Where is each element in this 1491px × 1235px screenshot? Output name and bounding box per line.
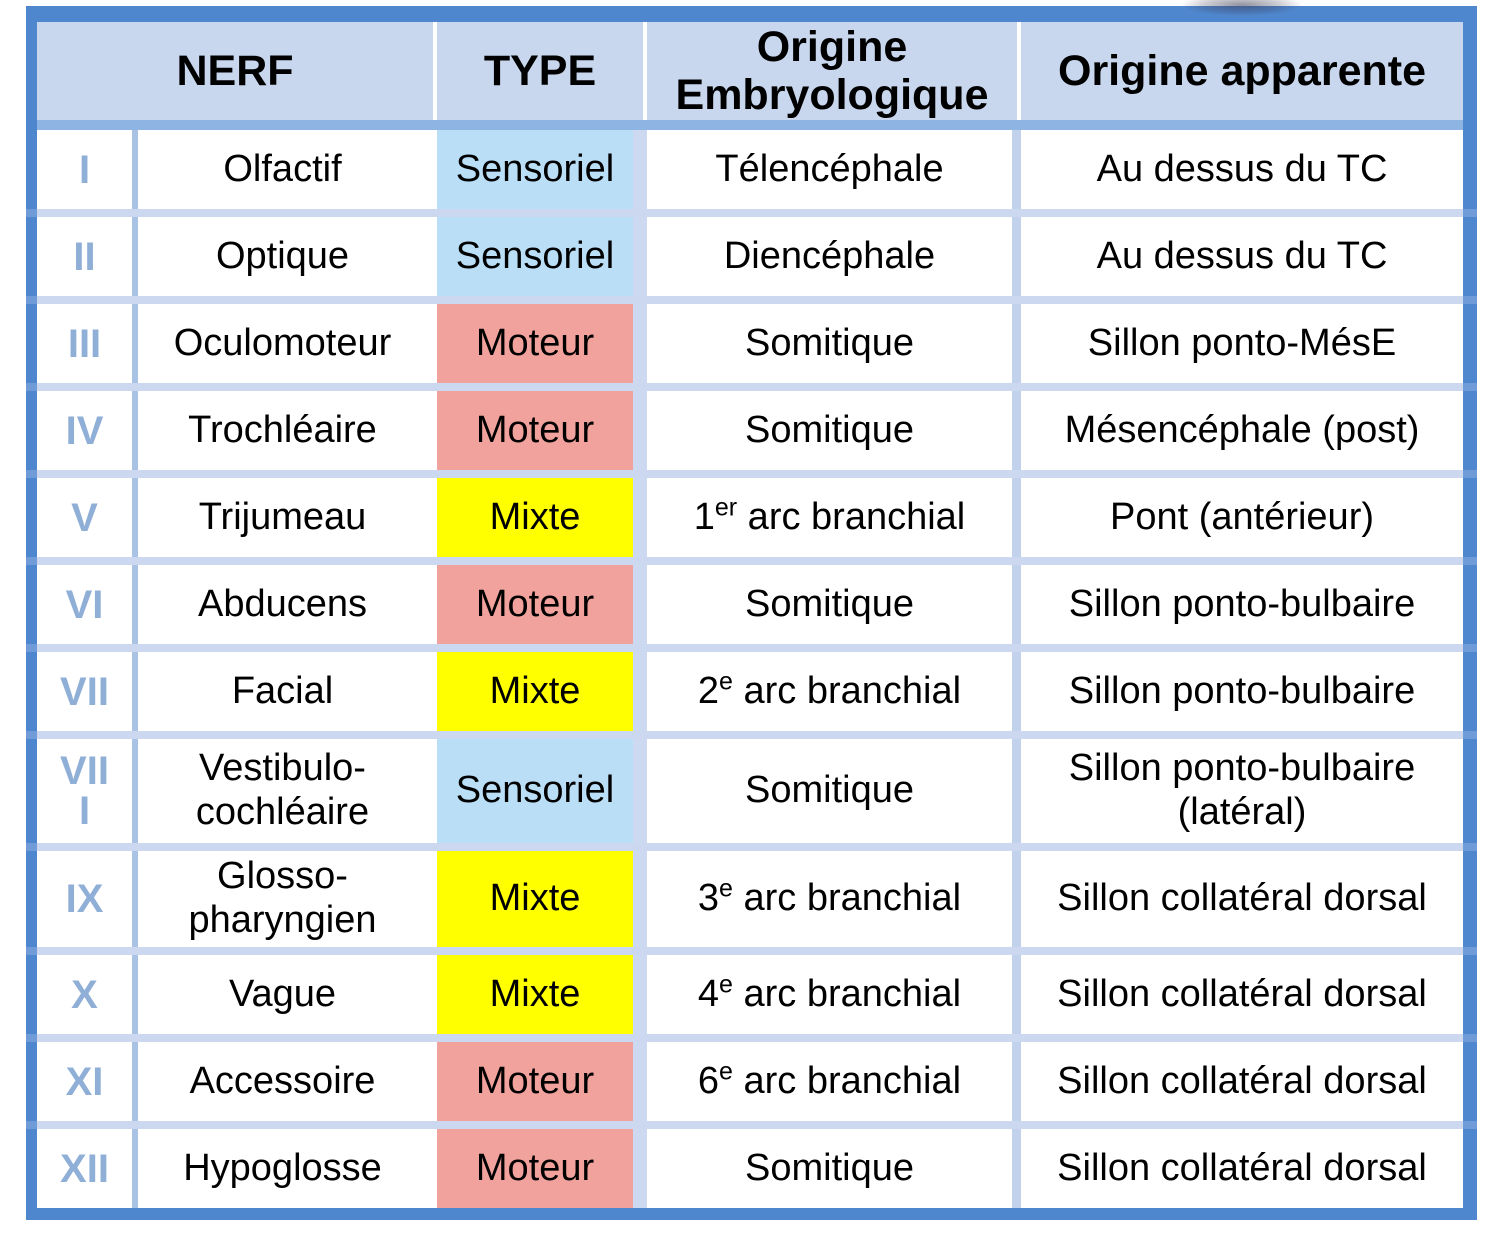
row-separator: [26, 644, 1477, 652]
cell-origine-apparente: Sillon ponto-bulbaire (latéral): [1021, 739, 1463, 843]
cell-origine-apparente: Pont (antérieur): [1021, 478, 1463, 557]
cell-type: Moteur: [437, 391, 647, 470]
column-header-origine-embryologique: Origine Embryologique: [647, 22, 1021, 120]
cell-nerf: Trijumeau: [138, 478, 437, 557]
cell-type: Moteur: [437, 1129, 647, 1208]
table-row: XI Accessoire Moteur 6e arc branchial Si…: [26, 1042, 1477, 1121]
cell-origine-apparente: Sillon collatéral dorsal: [1021, 851, 1463, 947]
cell-nerf: Vague: [138, 955, 437, 1034]
cell-origine-apparente: Sillon ponto-bulbaire: [1021, 565, 1463, 644]
cranial-nerves-table: NERF TYPE Origine Embryologique Origine …: [26, 6, 1477, 1220]
cell-origine-embryologique: Diencéphale: [647, 217, 1021, 296]
cell-origine-apparente: Sillon collatéral dorsal: [1021, 1129, 1463, 1208]
table-row: IX Glosso-pharyngien Mixte 3e arc branch…: [26, 851, 1477, 947]
row-separator: [26, 1034, 1477, 1042]
column-header-nerf: NERF: [37, 22, 437, 120]
table-row: III Oculomoteur Moteur Somitique Sillon …: [26, 304, 1477, 383]
cell-origine-embryologique: 4e arc branchial: [647, 955, 1021, 1034]
cell-numeral: VIII: [37, 739, 138, 843]
cell-nerf: Glosso-pharyngien: [138, 851, 437, 947]
cell-origine-apparente: Sillon ponto-bulbaire: [1021, 652, 1463, 731]
cell-origine-embryologique: Somitique: [647, 739, 1021, 843]
table-row: VII Facial Mixte 2e arc branchial Sillon…: [26, 652, 1477, 731]
cell-numeral: VI: [37, 565, 138, 644]
cell-numeral: II: [37, 217, 138, 296]
cell-origine-embryologique: Somitique: [647, 565, 1021, 644]
table-row: II Optique Sensoriel Diencéphale Au dess…: [26, 217, 1477, 296]
cell-origine-embryologique: Somitique: [647, 304, 1021, 383]
cell-numeral: XI: [37, 1042, 138, 1121]
cell-type: Mixte: [437, 478, 647, 557]
cell-numeral: IV: [37, 391, 138, 470]
column-header-origine-apparente: Origine apparente: [1021, 22, 1463, 120]
cell-origine-embryologique: 3e arc branchial: [647, 851, 1021, 947]
cell-numeral: XII: [37, 1129, 138, 1208]
cell-type: Mixte: [437, 851, 647, 947]
table-row: VIII Vestibulo-cochléaire Sensoriel Somi…: [26, 739, 1477, 843]
cell-origine-apparente: Sillon ponto-MésE: [1021, 304, 1463, 383]
cell-nerf: Olfactif: [138, 130, 437, 209]
cell-nerf: Trochléaire: [138, 391, 437, 470]
cell-origine-embryologique: Télencéphale: [647, 130, 1021, 209]
cell-type: Sensoriel: [437, 217, 647, 296]
table-row: IV Trochléaire Moteur Somitique Mésencép…: [26, 391, 1477, 470]
cell-nerf: Oculomoteur: [138, 304, 437, 383]
cell-origine-embryologique: 1er arc branchial: [647, 478, 1021, 557]
row-separator: [26, 947, 1477, 955]
cell-nerf: Hypoglosse: [138, 1129, 437, 1208]
cell-numeral: X: [37, 955, 138, 1034]
cell-nerf: Facial: [138, 652, 437, 731]
cell-type: Moteur: [437, 304, 647, 383]
cell-numeral: I: [37, 130, 138, 209]
cell-type: Moteur: [437, 565, 647, 644]
table-row: X Vague Mixte 4e arc branchial Sillon co…: [26, 955, 1477, 1034]
row-separator: [26, 1121, 1477, 1129]
table-header-row: NERF TYPE Origine Embryologique Origine …: [26, 22, 1477, 120]
row-separator: [26, 383, 1477, 391]
cell-origine-apparente: Au dessus du TC: [1021, 217, 1463, 296]
cell-nerf: Accessoire: [138, 1042, 437, 1121]
cell-numeral: III: [37, 304, 138, 383]
cell-origine-apparente: Au dessus du TC: [1021, 130, 1463, 209]
cell-origine-apparente: Sillon collatéral dorsal: [1021, 1042, 1463, 1121]
table-row: V Trijumeau Mixte 1er arc branchial Pont…: [26, 478, 1477, 557]
cell-numeral: IX: [37, 851, 138, 947]
row-separator: [26, 731, 1477, 739]
cell-origine-embryologique: Somitique: [647, 1129, 1021, 1208]
cell-nerf: Vestibulo-cochléaire: [138, 739, 437, 843]
cell-type: Mixte: [437, 652, 647, 731]
column-header-type: TYPE: [437, 22, 647, 120]
row-separator: [26, 296, 1477, 304]
row-separator: [26, 470, 1477, 478]
cell-nerf: Abducens: [138, 565, 437, 644]
table-row: I Olfactif Sensoriel Télencéphale Au des…: [26, 130, 1477, 209]
cell-numeral: VII: [37, 652, 138, 731]
cell-type: Sensoriel: [437, 739, 647, 843]
cell-numeral: V: [37, 478, 138, 557]
cell-type: Mixte: [437, 955, 647, 1034]
cell-origine-embryologique: 6e arc branchial: [647, 1042, 1021, 1121]
cell-origine-apparente: Mésencéphale (post): [1021, 391, 1463, 470]
table-row: XII Hypoglosse Moteur Somitique Sillon c…: [26, 1129, 1477, 1208]
header-underline-band: [26, 120, 1477, 130]
cell-type: Sensoriel: [437, 130, 647, 209]
cell-type: Moteur: [437, 1042, 647, 1121]
table-row: VI Abducens Moteur Somitique Sillon pont…: [26, 565, 1477, 644]
cell-origine-apparente: Sillon collatéral dorsal: [1021, 955, 1463, 1034]
cell-nerf: Optique: [138, 217, 437, 296]
cell-origine-embryologique: Somitique: [647, 391, 1021, 470]
row-separator: [26, 209, 1477, 217]
row-separator: [26, 843, 1477, 851]
cell-origine-embryologique: 2e arc branchial: [647, 652, 1021, 731]
row-separator: [26, 557, 1477, 565]
